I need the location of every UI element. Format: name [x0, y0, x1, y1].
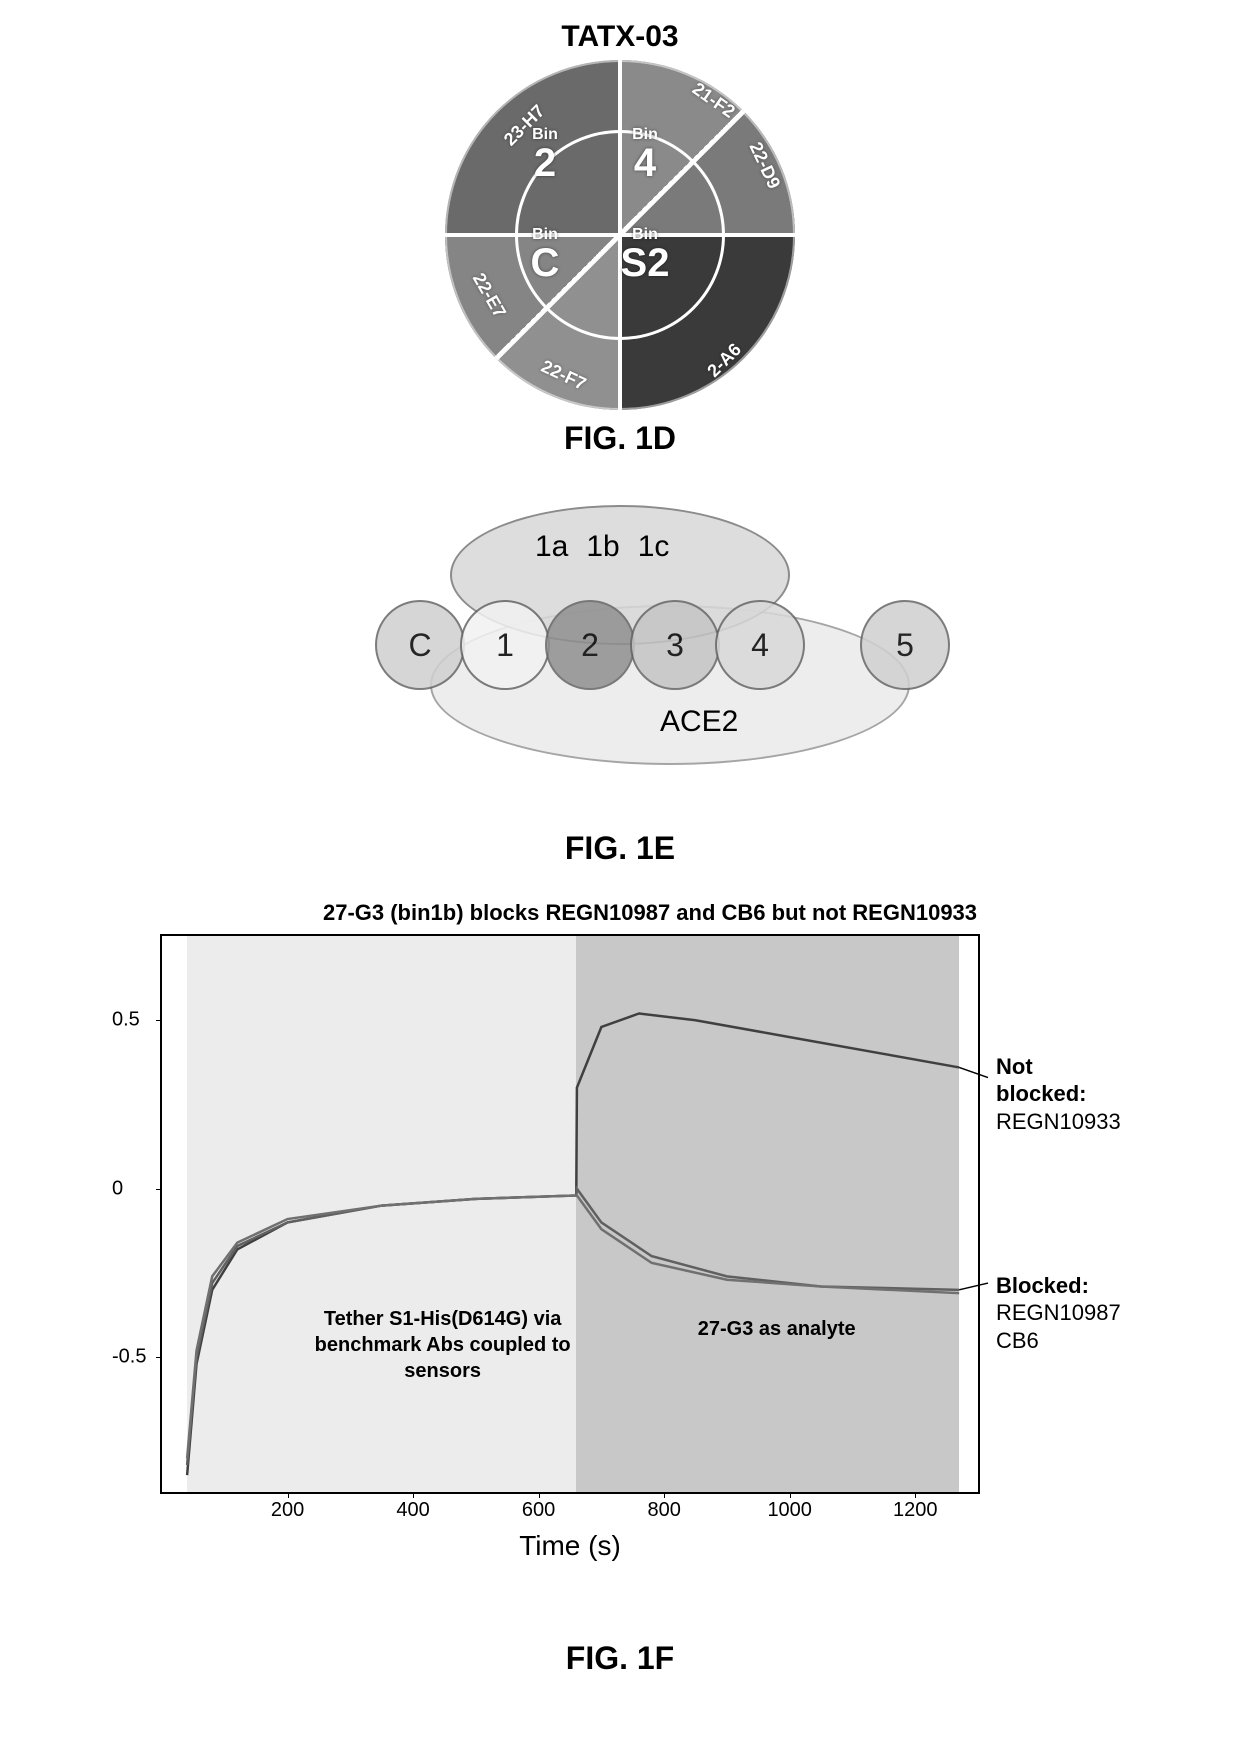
fig-1f-chart-title: 27-G3 (bin1b) blocks REGN10987 and CB6 b… — [120, 900, 1180, 926]
venn-circle-5: 5 — [860, 600, 950, 690]
venn-circle-c: C — [375, 600, 465, 690]
fig-1e-caption: FIG. 1E — [565, 830, 675, 867]
chart-plot-area: Response (nm shift) Time (s) Tether S1-H… — [160, 934, 980, 1494]
xtick-1000: 1000 — [767, 1499, 812, 1522]
xtick-800: 800 — [647, 1499, 680, 1522]
fig-1d: TATX-03 Bin2Bin4BinCBinS223-H721-F222-D9… — [370, 20, 870, 457]
xtick-1200: 1200 — [893, 1499, 938, 1522]
x-axis-label: Time (s) — [519, 1530, 621, 1562]
venn-circle-3: 3 — [630, 600, 720, 690]
fig-1d-caption: FIG. 1D — [370, 420, 870, 457]
xtick-200: 200 — [271, 1499, 304, 1522]
ytick-0: 0 — [112, 1177, 123, 1200]
xtick-600: 600 — [522, 1499, 555, 1522]
annotation-not-blocked: Not blocked:REGN10933 — [996, 1053, 1121, 1136]
fig-1d-main-title: TATX-03 — [370, 20, 870, 54]
pie-chart: Bin2Bin4BinCBinS223-H721-F222-D922-E722-… — [445, 60, 795, 410]
bin-label-c: BinC — [505, 227, 585, 283]
venn-circle-4: 4 — [715, 600, 805, 690]
series-cb6 — [187, 1195, 959, 1458]
xtick-400: 400 — [396, 1499, 429, 1522]
bin-label-s2: BinS2 — [605, 227, 685, 283]
fig-1e: C12345 1a1b1c ACE2 — [270, 490, 970, 850]
ytick--0.5: -0.5 — [112, 1346, 146, 1369]
top-ellipse-labels: 1a1b1c — [535, 530, 669, 564]
annotation-blocked: Blocked:REGN10987CB6 — [996, 1272, 1121, 1355]
ace2-label: ACE2 — [660, 705, 738, 739]
series-regn10987 — [187, 1189, 959, 1465]
bin-label-4: Bin4 — [605, 127, 685, 183]
series-regn10933 — [187, 1014, 959, 1476]
chart-svg — [162, 936, 978, 1492]
ytick-0.5: 0.5 — [112, 1009, 140, 1032]
venn-circle-1: 1 — [460, 600, 550, 690]
fig-1f: 27-G3 (bin1b) blocks REGN10987 and CB6 b… — [60, 900, 1180, 1494]
fig-1f-caption: FIG. 1F — [566, 1640, 674, 1677]
venn-circle-2: 2 — [545, 600, 635, 690]
